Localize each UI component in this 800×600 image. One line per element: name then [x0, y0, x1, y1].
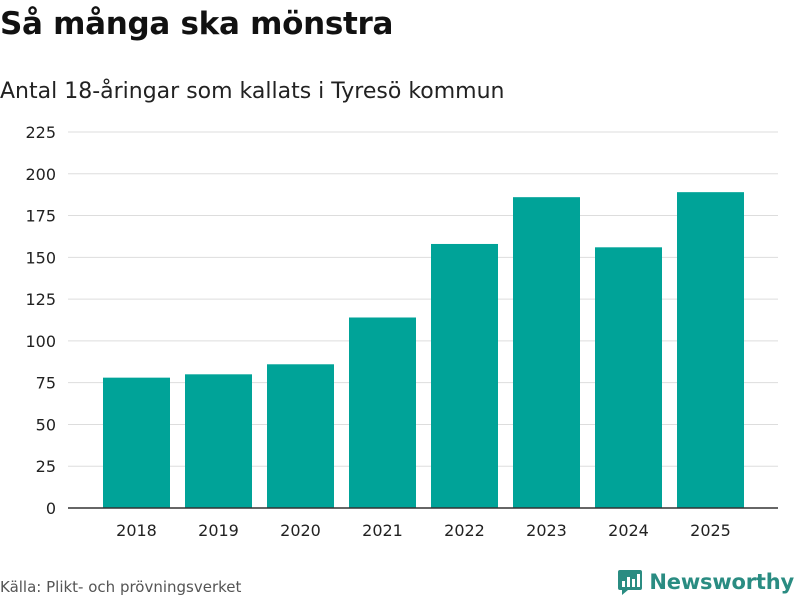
x-tick-label: 2022	[444, 521, 485, 540]
brand-name: Newsworthy	[649, 570, 794, 594]
brand-logo: Newsworthy	[617, 568, 794, 596]
x-axis-tick-labels: 2018 2019 2020 2021 2022 2023 2024 2025	[116, 521, 731, 540]
bar-2025	[677, 192, 744, 508]
x-tick-label: 2024	[608, 521, 649, 540]
x-tick-label: 2025	[690, 521, 731, 540]
y-tick-label: 125	[25, 290, 56, 309]
bar-2021	[349, 317, 416, 508]
y-tick-label: 225	[25, 123, 56, 142]
chart-title: Så många ska mönstra	[0, 6, 394, 42]
y-tick-label: 50	[36, 415, 56, 434]
bars	[103, 192, 744, 508]
bar-2024	[595, 247, 662, 508]
y-tick-label: 0	[46, 499, 56, 518]
x-tick-label: 2018	[116, 521, 157, 540]
bar-2020	[267, 364, 334, 508]
y-tick-label: 200	[25, 165, 56, 184]
y-tick-label: 75	[36, 374, 56, 393]
y-axis-tick-labels: 0 25 50 75 100 125 150 175 200 225	[25, 123, 56, 518]
bar-2019	[185, 374, 252, 508]
bar-2018	[103, 377, 170, 508]
y-tick-label: 175	[25, 207, 56, 226]
x-tick-label: 2023	[526, 521, 567, 540]
newsworthy-logo-icon	[617, 568, 643, 596]
x-tick-label: 2020	[280, 521, 321, 540]
chart-subtitle: Antal 18-åringar som kallats i Tyresö ko…	[0, 79, 505, 104]
x-tick-label: 2021	[362, 521, 403, 540]
y-tick-label: 25	[36, 457, 56, 476]
y-tick-label: 150	[25, 248, 56, 267]
y-tick-label: 100	[25, 332, 56, 351]
gridlines	[68, 131, 778, 467]
bar-2023	[513, 197, 580, 508]
source-note: Källa: Plikt- och prövningsverket	[0, 578, 242, 596]
bar-2022	[431, 243, 498, 508]
x-tick-label: 2019	[198, 521, 239, 540]
